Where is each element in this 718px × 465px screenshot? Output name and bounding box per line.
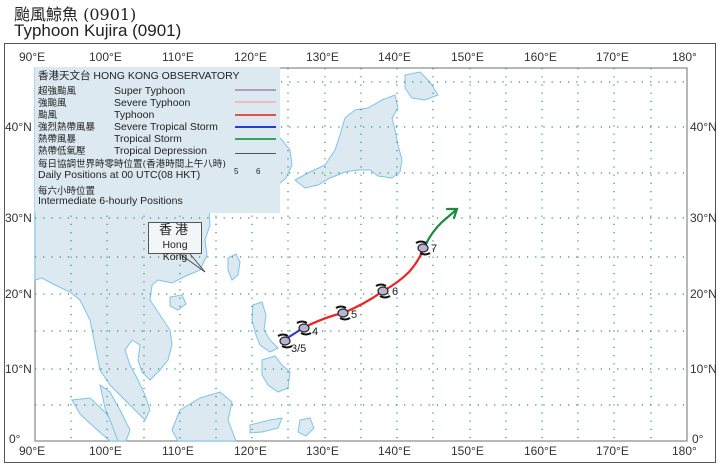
x-label-bottom: 170°E bbox=[596, 444, 629, 458]
legend-label-zh: 超強颱風 bbox=[38, 86, 77, 97]
x-label-top: 110°E bbox=[162, 50, 194, 64]
x-label-top: 180° bbox=[672, 50, 697, 64]
y-label-left: 40°N bbox=[5, 120, 32, 134]
legend-label-zh: 強烈熱帶風暴 bbox=[38, 122, 96, 133]
y-label-right: 40°N bbox=[690, 120, 717, 134]
x-label-top: 130°E bbox=[306, 50, 339, 64]
legend-label-en: Severe Tropical Storm bbox=[114, 121, 218, 133]
position-label: 6 bbox=[392, 286, 399, 298]
x-label-top: 160°E bbox=[524, 50, 557, 64]
y-label-left: 30°N bbox=[5, 211, 32, 225]
x-label-top: 140°E bbox=[378, 50, 411, 64]
x-label-top: 170°E bbox=[596, 50, 629, 64]
legend: 香港天文台 HONG KONG OBSERVATORY 超強颱風 Super Ty… bbox=[35, 67, 280, 213]
typhoon-symbol-icon bbox=[375, 283, 391, 299]
y-label-right: 20°N bbox=[690, 287, 717, 301]
position-label: 5 bbox=[351, 309, 358, 321]
x-label-bottom: 120°E bbox=[234, 444, 267, 458]
legend-line-severe-typhoon bbox=[235, 101, 276, 103]
legend-label-zh: 強颱風 bbox=[38, 98, 67, 109]
legend-label-en: Tropical Storm bbox=[114, 133, 182, 145]
legend-line-tropical-depression bbox=[235, 153, 276, 154]
legend-label-en: Tropical Depression bbox=[114, 145, 207, 157]
x-label-bottom: 90°E bbox=[19, 444, 46, 458]
x-label-bottom: 140°E bbox=[378, 444, 411, 458]
legend-line-tropical-storm bbox=[235, 138, 276, 140]
legend-item-tropical-depression: 熱帶低氣壓 Tropical Depression bbox=[38, 143, 207, 157]
y-label-right: 10°N bbox=[690, 362, 717, 376]
legend-line-severe-tropical-storm bbox=[235, 126, 276, 128]
legend-label-zh: 熱帶風暴 bbox=[38, 134, 77, 145]
legend-label-en: Super Typhoon bbox=[114, 85, 186, 97]
legend-line-typhoon bbox=[235, 114, 276, 116]
legend-item-severe-tropical-storm: 強烈熱帶風暴 Severe Tropical Storm bbox=[38, 119, 218, 133]
legend-6hourly-zh: 每六小時位置 bbox=[38, 186, 96, 197]
y-label-left: 0° bbox=[9, 432, 21, 446]
legend-item-super-typhoon: 超強颱風 Super Typhoon bbox=[38, 83, 185, 97]
position-label: 7 bbox=[431, 243, 438, 255]
legend-label-en: Severe Typhoon bbox=[114, 97, 191, 109]
legend-label-en: Typhoon bbox=[114, 109, 155, 121]
legend-item-typhoon: 颱風 Typhoon bbox=[38, 107, 154, 121]
legend-6hourly-en: Intermediate 6-hourly Positions bbox=[38, 195, 183, 207]
legend-label-zh: 熱帶低氣壓 bbox=[38, 146, 86, 157]
daily-position-symbols bbox=[277, 240, 431, 349]
legend-daily-zh: 每日協調世界時零時位置(香港時間上午八時) bbox=[38, 159, 226, 170]
x-label-bottom: 130°E bbox=[306, 444, 339, 458]
legend-daily-sample-label: 5 bbox=[234, 167, 239, 176]
legend-daily-en: Daily Positions at 00 UTC(08 HKT) bbox=[38, 169, 201, 181]
legend-title-zh: 香港天文台 bbox=[38, 70, 91, 82]
page-title-english: Typhoon Kujira (0901) bbox=[14, 21, 182, 40]
legend-line-super-typhoon bbox=[235, 89, 276, 91]
hong-kong-label-en: Hong Kong bbox=[162, 239, 188, 263]
x-label-bottom: 110°E bbox=[162, 444, 194, 458]
x-label-bottom: 100°E bbox=[89, 444, 122, 458]
hong-kong-label: 香港 Hong Kong bbox=[148, 222, 202, 263]
x-label-bottom: 180° bbox=[672, 444, 697, 458]
hong-kong-label-zh: 香港 bbox=[158, 223, 191, 238]
page-title-chinese: 颱風鯨魚 (0901) bbox=[14, 5, 137, 24]
typhoon-symbol-icon bbox=[415, 240, 431, 256]
x-label-top: 120°E bbox=[234, 50, 267, 64]
hong-kong-pointer bbox=[179, 253, 206, 273]
legend-title: 香港天文台 HONG KONG OBSERVATORY bbox=[38, 68, 239, 83]
legend-item-tropical-storm: 熱帶風暴 Tropical Storm bbox=[38, 131, 182, 145]
x-label-bottom: 160°E bbox=[524, 444, 557, 458]
y-label-left: 10°N bbox=[5, 362, 32, 376]
x-label-top: 150°E bbox=[451, 50, 484, 64]
typhoon-symbol-icon bbox=[277, 333, 293, 349]
legend-label-zh: 颱風 bbox=[38, 110, 58, 121]
x-label-bottom: 150°E bbox=[451, 444, 484, 458]
x-label-top: 100°E bbox=[89, 50, 122, 64]
y-label-right: 0° bbox=[692, 432, 704, 446]
position-label: 4 bbox=[312, 326, 319, 338]
position-label: 3/5 bbox=[291, 343, 307, 355]
legend-item-severe-typhoon: 強颱風 Severe Typhoon bbox=[38, 95, 190, 109]
y-label-right: 30°N bbox=[690, 211, 717, 225]
legend-daily-sample-label: 6 bbox=[256, 167, 261, 176]
y-label-left: 20°N bbox=[5, 287, 32, 301]
legend-title-en: HONG KONG OBSERVATORY bbox=[93, 70, 240, 82]
typhoon-symbol-icon bbox=[335, 305, 351, 321]
typhoon-symbol-icon bbox=[296, 320, 312, 336]
x-label-top: 90°E bbox=[19, 50, 46, 64]
